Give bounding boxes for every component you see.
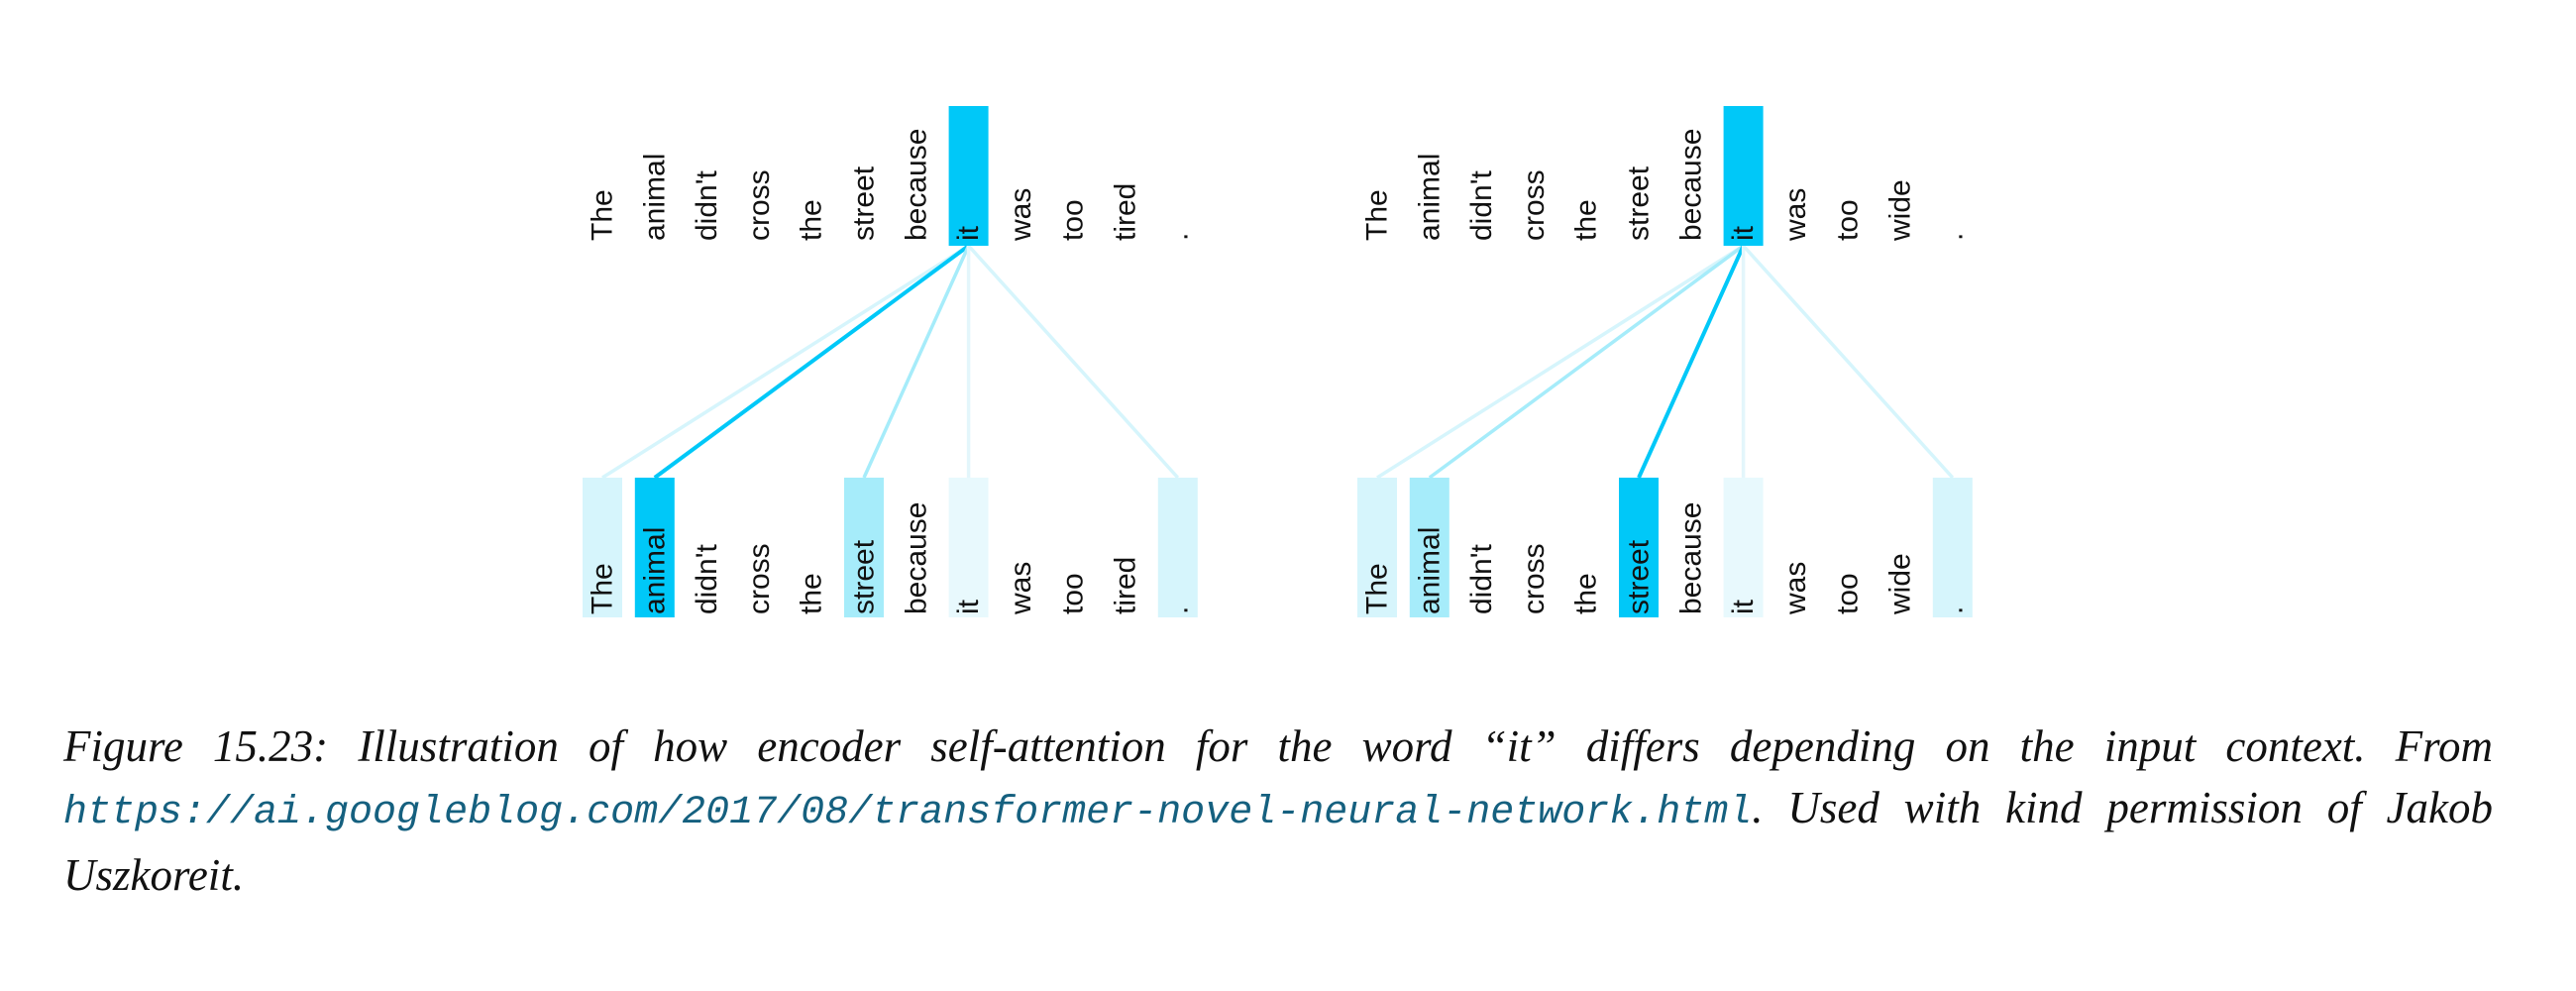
bottom-token: animal [638,527,671,614]
top-token: animal [638,154,671,241]
bottom-token: cross [743,543,776,614]
attention-line [862,245,971,479]
bottom-token: street [848,539,881,614]
top-token: tired [1110,183,1142,241]
top-token: cross [743,169,776,241]
caption: Figure 15.23: Illustration of how encode… [63,716,2493,906]
top-token: cross [1518,169,1551,241]
bottom-token: . [1936,606,1969,614]
attention-box [1409,478,1449,617]
bottom-token: wide [1884,553,1917,615]
attention-line [967,244,1180,480]
top-token: didn't [1465,170,1498,241]
focus-box [1723,106,1764,246]
attention-line [653,244,970,480]
attention-box [1357,478,1397,617]
bottom-token: was [1005,562,1037,615]
top-token: wide [1884,179,1917,242]
top-token: the [1570,199,1603,241]
top-token: was [1779,188,1812,242]
top-token: . [1936,233,1969,241]
bottom-token: it [952,599,985,614]
top-token: too [1832,199,1865,241]
top-token: street [1623,165,1656,241]
caption-after: . Used with kind permission of Jakob Usz… [63,783,2493,900]
bottom-token: didn't [1465,544,1498,614]
top-token: it [952,225,985,241]
attention-line [601,244,970,480]
bottom-token: too [1057,573,1090,614]
bottom-token: street [1623,539,1656,614]
top-token: it [1727,225,1760,241]
top-token: animal [1413,154,1446,241]
attention-box [1932,478,1973,617]
bottom-token: didn't [691,544,723,614]
bottom-token: was [1779,562,1812,615]
top-token: the [796,199,828,241]
caption-text: Illustration of how encoder self-attenti… [358,721,2493,771]
attention-box [844,478,884,617]
bottom-token: . [1161,606,1194,614]
attention-box [1157,478,1198,617]
attention-box [948,478,989,617]
top-token: too [1057,199,1090,241]
attention-box [1723,478,1764,617]
attention-line [1428,244,1745,480]
bottom-token: The [587,563,619,614]
focus-box [948,106,989,246]
attention-box [583,478,622,617]
top-token: because [900,129,932,241]
bottom-token: the [796,573,828,614]
attention-figure: The animal didn't cross the street because it wa… [583,106,1973,617]
top-token: didn't [691,170,723,241]
top-token: was [1005,188,1037,242]
caption-link[interactable]: https://ai.googleblog.com/2017/08/transf… [63,791,1753,835]
bottom-token: because [900,502,932,614]
attention-box [634,478,675,617]
bottom-token: it [1727,599,1760,614]
top-token: The [1361,189,1394,241]
attention-line [1742,244,1955,480]
top-token: because [1674,129,1707,241]
bottom-token: because [1674,502,1707,614]
attention-box [1619,478,1659,617]
bottom-token: tired [1110,557,1142,614]
top-token: . [1161,233,1194,241]
attention-line [1376,244,1745,480]
bottom-token: The [1361,563,1394,614]
bottom-token: the [1570,573,1603,614]
bottom-token: animal [1413,527,1446,614]
top-token: The [587,189,619,241]
top-token: street [848,165,881,241]
caption-label: Figure 15.23: [63,721,329,771]
bottom-token: too [1832,573,1865,614]
bottom-token: cross [1518,543,1551,614]
attention-line [1637,245,1746,479]
